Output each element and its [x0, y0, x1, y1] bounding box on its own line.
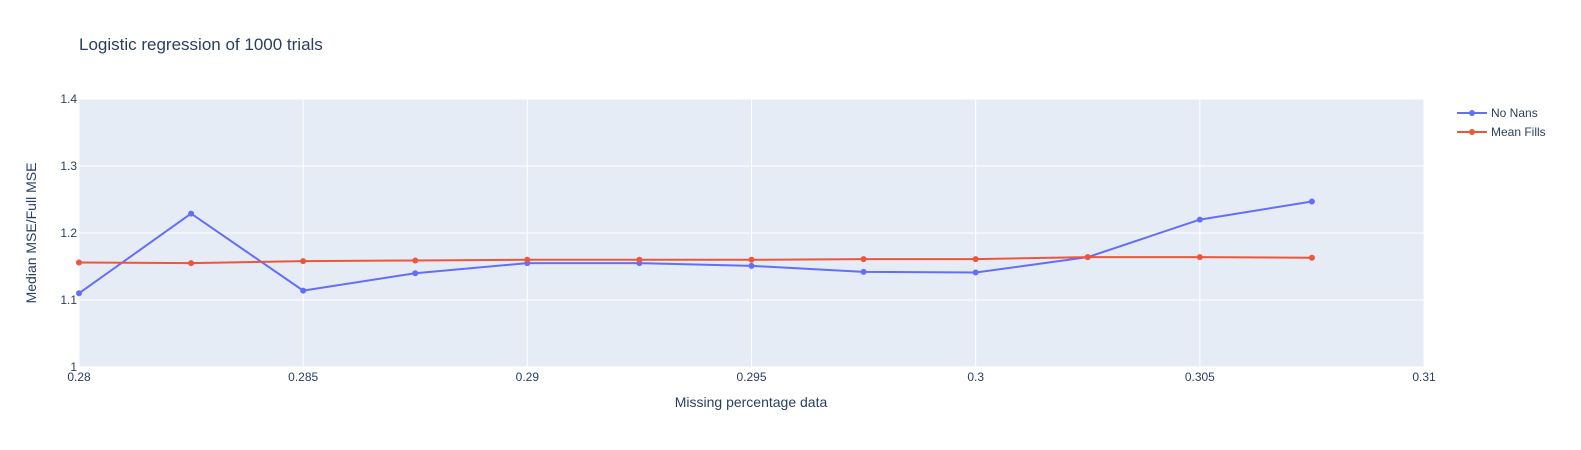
x-tick-label: 0.295: [736, 370, 766, 384]
series-line: [78, 256, 1312, 265]
chart-title: Logistic regression of 1000 trials: [79, 35, 323, 54]
x-tick-label: 0.3: [967, 370, 984, 384]
data-point: [972, 269, 979, 276]
legend[interactable]: No Nans Mean Fills: [1457, 106, 1546, 139]
data-point: [636, 256, 643, 263]
data-point: [860, 256, 867, 263]
series-mean-fills: [76, 254, 1315, 267]
series-line: [78, 200, 1313, 295]
x-axis-ticks: 0.28 0.285 0.29 0.295 0.3 0.305 0.31: [67, 370, 1436, 384]
legend-swatch-marker: [1469, 110, 1475, 116]
data-point: [300, 287, 307, 294]
data-point: [188, 260, 195, 267]
data-point: [412, 257, 419, 264]
x-axis-label: Missing percentage data: [675, 394, 828, 410]
data-point: [188, 210, 195, 217]
data-point: [1084, 254, 1091, 261]
x-tick-label: 0.28: [67, 370, 91, 384]
legend-swatch-marker: [1469, 129, 1475, 135]
y-tick-label: 1: [70, 360, 77, 374]
y-axis-label: Median MSE/Full MSE: [23, 163, 39, 304]
data-point: [1196, 216, 1203, 223]
legend-label: No Nans: [1491, 106, 1538, 120]
series-layer: [76, 198, 1315, 297]
y-tick-label: 1.4: [60, 92, 77, 106]
data-point: [412, 270, 419, 277]
y-tick-label: 1.1: [60, 293, 77, 307]
data-point: [972, 256, 979, 263]
y-tick-label: 1.2: [60, 226, 77, 240]
legend-label: Mean Fills: [1491, 125, 1546, 139]
x-tick-label: 0.285: [288, 370, 318, 384]
data-point: [1308, 254, 1315, 261]
legend-item-mean-fills[interactable]: Mean Fills: [1457, 125, 1546, 139]
data-point: [1308, 198, 1315, 205]
grid-lines: [78, 98, 1425, 368]
data-point: [748, 262, 755, 269]
data-point: [524, 256, 531, 263]
series-no-nans: [76, 198, 1315, 297]
data-point: [76, 290, 82, 297]
y-axis-ticks: 1 1.1 1.2 1.3 1.4: [60, 92, 77, 374]
data-point: [300, 258, 307, 265]
legend-item-no-nans[interactable]: No Nans: [1457, 106, 1538, 120]
data-point: [76, 259, 82, 266]
x-tick-label: 0.29: [516, 370, 540, 384]
x-tick-label: 0.305: [1185, 370, 1215, 384]
data-point: [860, 268, 867, 275]
data-point: [1196, 254, 1203, 261]
x-tick-label: 0.31: [1412, 370, 1436, 384]
data-point: [748, 256, 755, 263]
y-tick-label: 1.3: [60, 159, 77, 173]
